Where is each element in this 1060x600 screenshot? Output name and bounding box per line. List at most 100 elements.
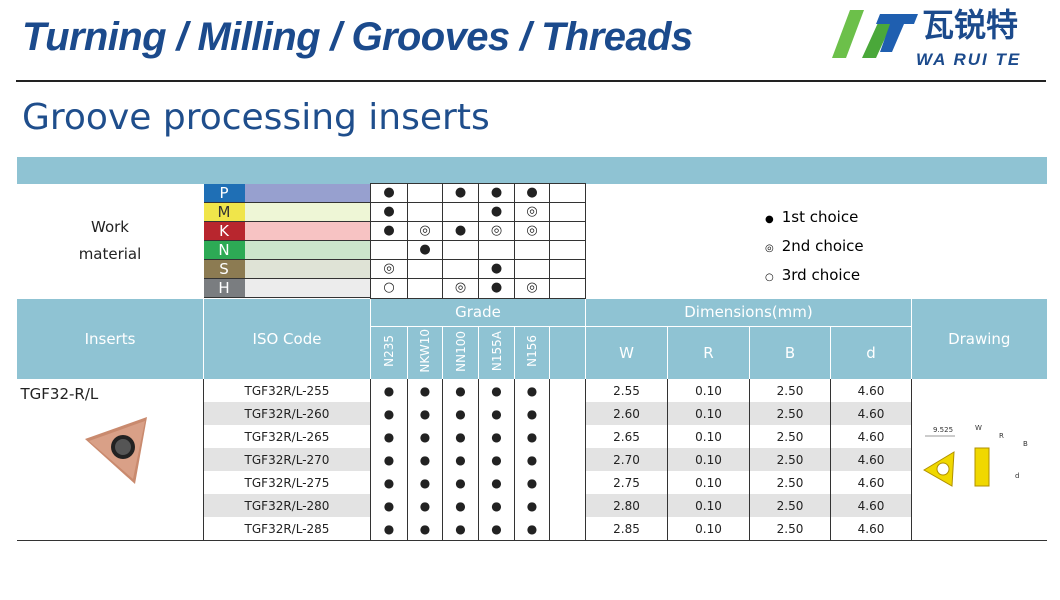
material-swatch xyxy=(244,221,370,240)
grade-mark: ● xyxy=(478,517,515,541)
grade-mark: ● xyxy=(370,379,408,402)
insert-photo-icon xyxy=(84,417,147,484)
grade-mark: ● xyxy=(514,448,550,471)
col-inserts: Inserts xyxy=(16,297,204,379)
logo-chinese: 瓦锐特 xyxy=(922,6,1019,44)
material-mark xyxy=(549,183,586,203)
material-swatch xyxy=(244,202,370,221)
material-mark xyxy=(407,278,443,299)
grade-name: N156 xyxy=(525,335,539,368)
col-iso: ISO Code xyxy=(203,297,371,379)
material-mark: ● xyxy=(514,183,550,203)
iso-code: TGF32R/L-280 xyxy=(203,494,371,517)
grade-mark: ● xyxy=(407,494,443,517)
material-mark: ○ xyxy=(370,278,408,299)
material-mark: ● xyxy=(370,183,408,203)
grade-mark: ● xyxy=(407,402,443,425)
grade-mark: ● xyxy=(407,448,443,471)
grade-name: NN100 xyxy=(453,330,468,372)
grade-mark: ● xyxy=(370,471,408,494)
grade-mark: ● xyxy=(407,471,443,494)
material-swatch xyxy=(244,240,370,259)
dim-R: 0.10 xyxy=(667,448,750,471)
material-code: H xyxy=(203,278,245,297)
dim-R: 0.10 xyxy=(667,517,750,541)
grade-mark: ● xyxy=(442,494,479,517)
dim-W: 2.75 xyxy=(585,471,668,494)
grade-mark: ● xyxy=(514,494,550,517)
dim-d: 4.60 xyxy=(830,471,912,494)
grade-name: N155A xyxy=(489,331,504,372)
grade-mark: ● xyxy=(442,425,479,448)
dim-W: 2.55 xyxy=(585,379,668,402)
dim-W: 2.65 xyxy=(585,425,668,448)
material-row: N ● xyxy=(17,240,1047,260)
material-mark xyxy=(370,240,408,260)
top-band xyxy=(16,157,1047,184)
material-mark xyxy=(442,259,479,279)
logo-english: WA RUI TE xyxy=(916,50,1022,69)
material-mark xyxy=(478,240,515,260)
dim-B: 2.50 xyxy=(749,494,831,517)
material-row: K ● ◎ ● ◎ ◎ xyxy=(17,221,1047,241)
header-title: Turning / Milling / Grooves / Threads xyxy=(22,15,693,59)
material-mark: ● xyxy=(478,278,515,299)
material-code: M xyxy=(203,202,245,221)
grade-mark: ● xyxy=(407,517,443,541)
dim-W: 2.85 xyxy=(585,517,668,541)
grade-mark: ● xyxy=(370,448,408,471)
material-mark xyxy=(514,240,550,260)
grade-mark: ● xyxy=(514,425,550,448)
dim-col: W xyxy=(585,325,668,379)
insert-cell: TGF32-R/L xyxy=(16,379,204,541)
dim-col: d xyxy=(830,325,912,379)
table-row: TGF32R/L-275 ● ● ● ● ● 2.75 0.10 2.50 4.60 xyxy=(17,471,1047,494)
material-mark xyxy=(514,259,550,279)
material-mark: ◎ xyxy=(442,278,479,299)
grade-mark: ● xyxy=(370,494,408,517)
grade-mark: ● xyxy=(370,425,408,448)
svg-text:d: d xyxy=(1015,472,1019,480)
material-mark xyxy=(442,202,479,222)
grade-mark xyxy=(549,379,586,402)
material-mark xyxy=(549,278,586,299)
material-code: K xyxy=(203,221,245,240)
dim-R: 0.10 xyxy=(667,494,750,517)
material-swatch xyxy=(244,278,370,297)
insert-name: TGF32-R/L xyxy=(20,385,99,403)
grade-mark xyxy=(549,494,586,517)
material-row: S ◎ ● xyxy=(17,259,1047,279)
iso-code: TGF32R/L-255 xyxy=(203,379,371,402)
dim-d: 4.60 xyxy=(830,448,912,471)
material-mark: ● xyxy=(478,259,515,279)
dim-d: 4.60 xyxy=(830,402,912,425)
insert-drawing-icon: 9.525 W R Bd xyxy=(923,424,1028,487)
legend-item: ● 1st choice xyxy=(765,208,859,226)
grade-mark xyxy=(549,517,586,541)
dim-R: 0.10 xyxy=(667,402,750,425)
page-title: Groove processing inserts xyxy=(22,97,490,138)
legend-item: ◎ 2nd choice xyxy=(765,237,864,255)
material-mark xyxy=(407,202,443,222)
table-row: TGF32R/L-270 ● ● ● ● ● 2.70 0.10 2.50 4.60 xyxy=(17,448,1047,471)
material-mark xyxy=(549,240,586,260)
material-mark xyxy=(407,259,443,279)
material-swatch xyxy=(244,259,370,278)
material-row: H ○ ◎ ● ◎ xyxy=(17,278,1047,299)
grade-mark: ● xyxy=(478,494,515,517)
material-mark: ◎ xyxy=(514,202,550,222)
material-mark xyxy=(549,221,586,241)
table-row: TGF32R/L-280 ● ● ● ● ● 2.80 0.10 2.50 4.60 xyxy=(17,494,1047,517)
table-row: TGF32R/L-285 ● ● ● ● ● 2.85 0.10 2.50 4.60 xyxy=(17,517,1047,541)
material-row: M ● ● ◎ xyxy=(17,202,1047,222)
grade-name: N235 xyxy=(382,335,396,368)
material-mark: ● xyxy=(478,183,515,203)
material-mark: ● xyxy=(370,221,408,241)
grade-mark: ● xyxy=(514,379,550,402)
grade-mark: ● xyxy=(442,471,479,494)
dim-col: B xyxy=(749,325,831,379)
material-swatch xyxy=(244,183,370,202)
grade-mark: ● xyxy=(514,517,550,541)
grade-mark: ● xyxy=(442,448,479,471)
material-mark: ◎ xyxy=(407,221,443,241)
